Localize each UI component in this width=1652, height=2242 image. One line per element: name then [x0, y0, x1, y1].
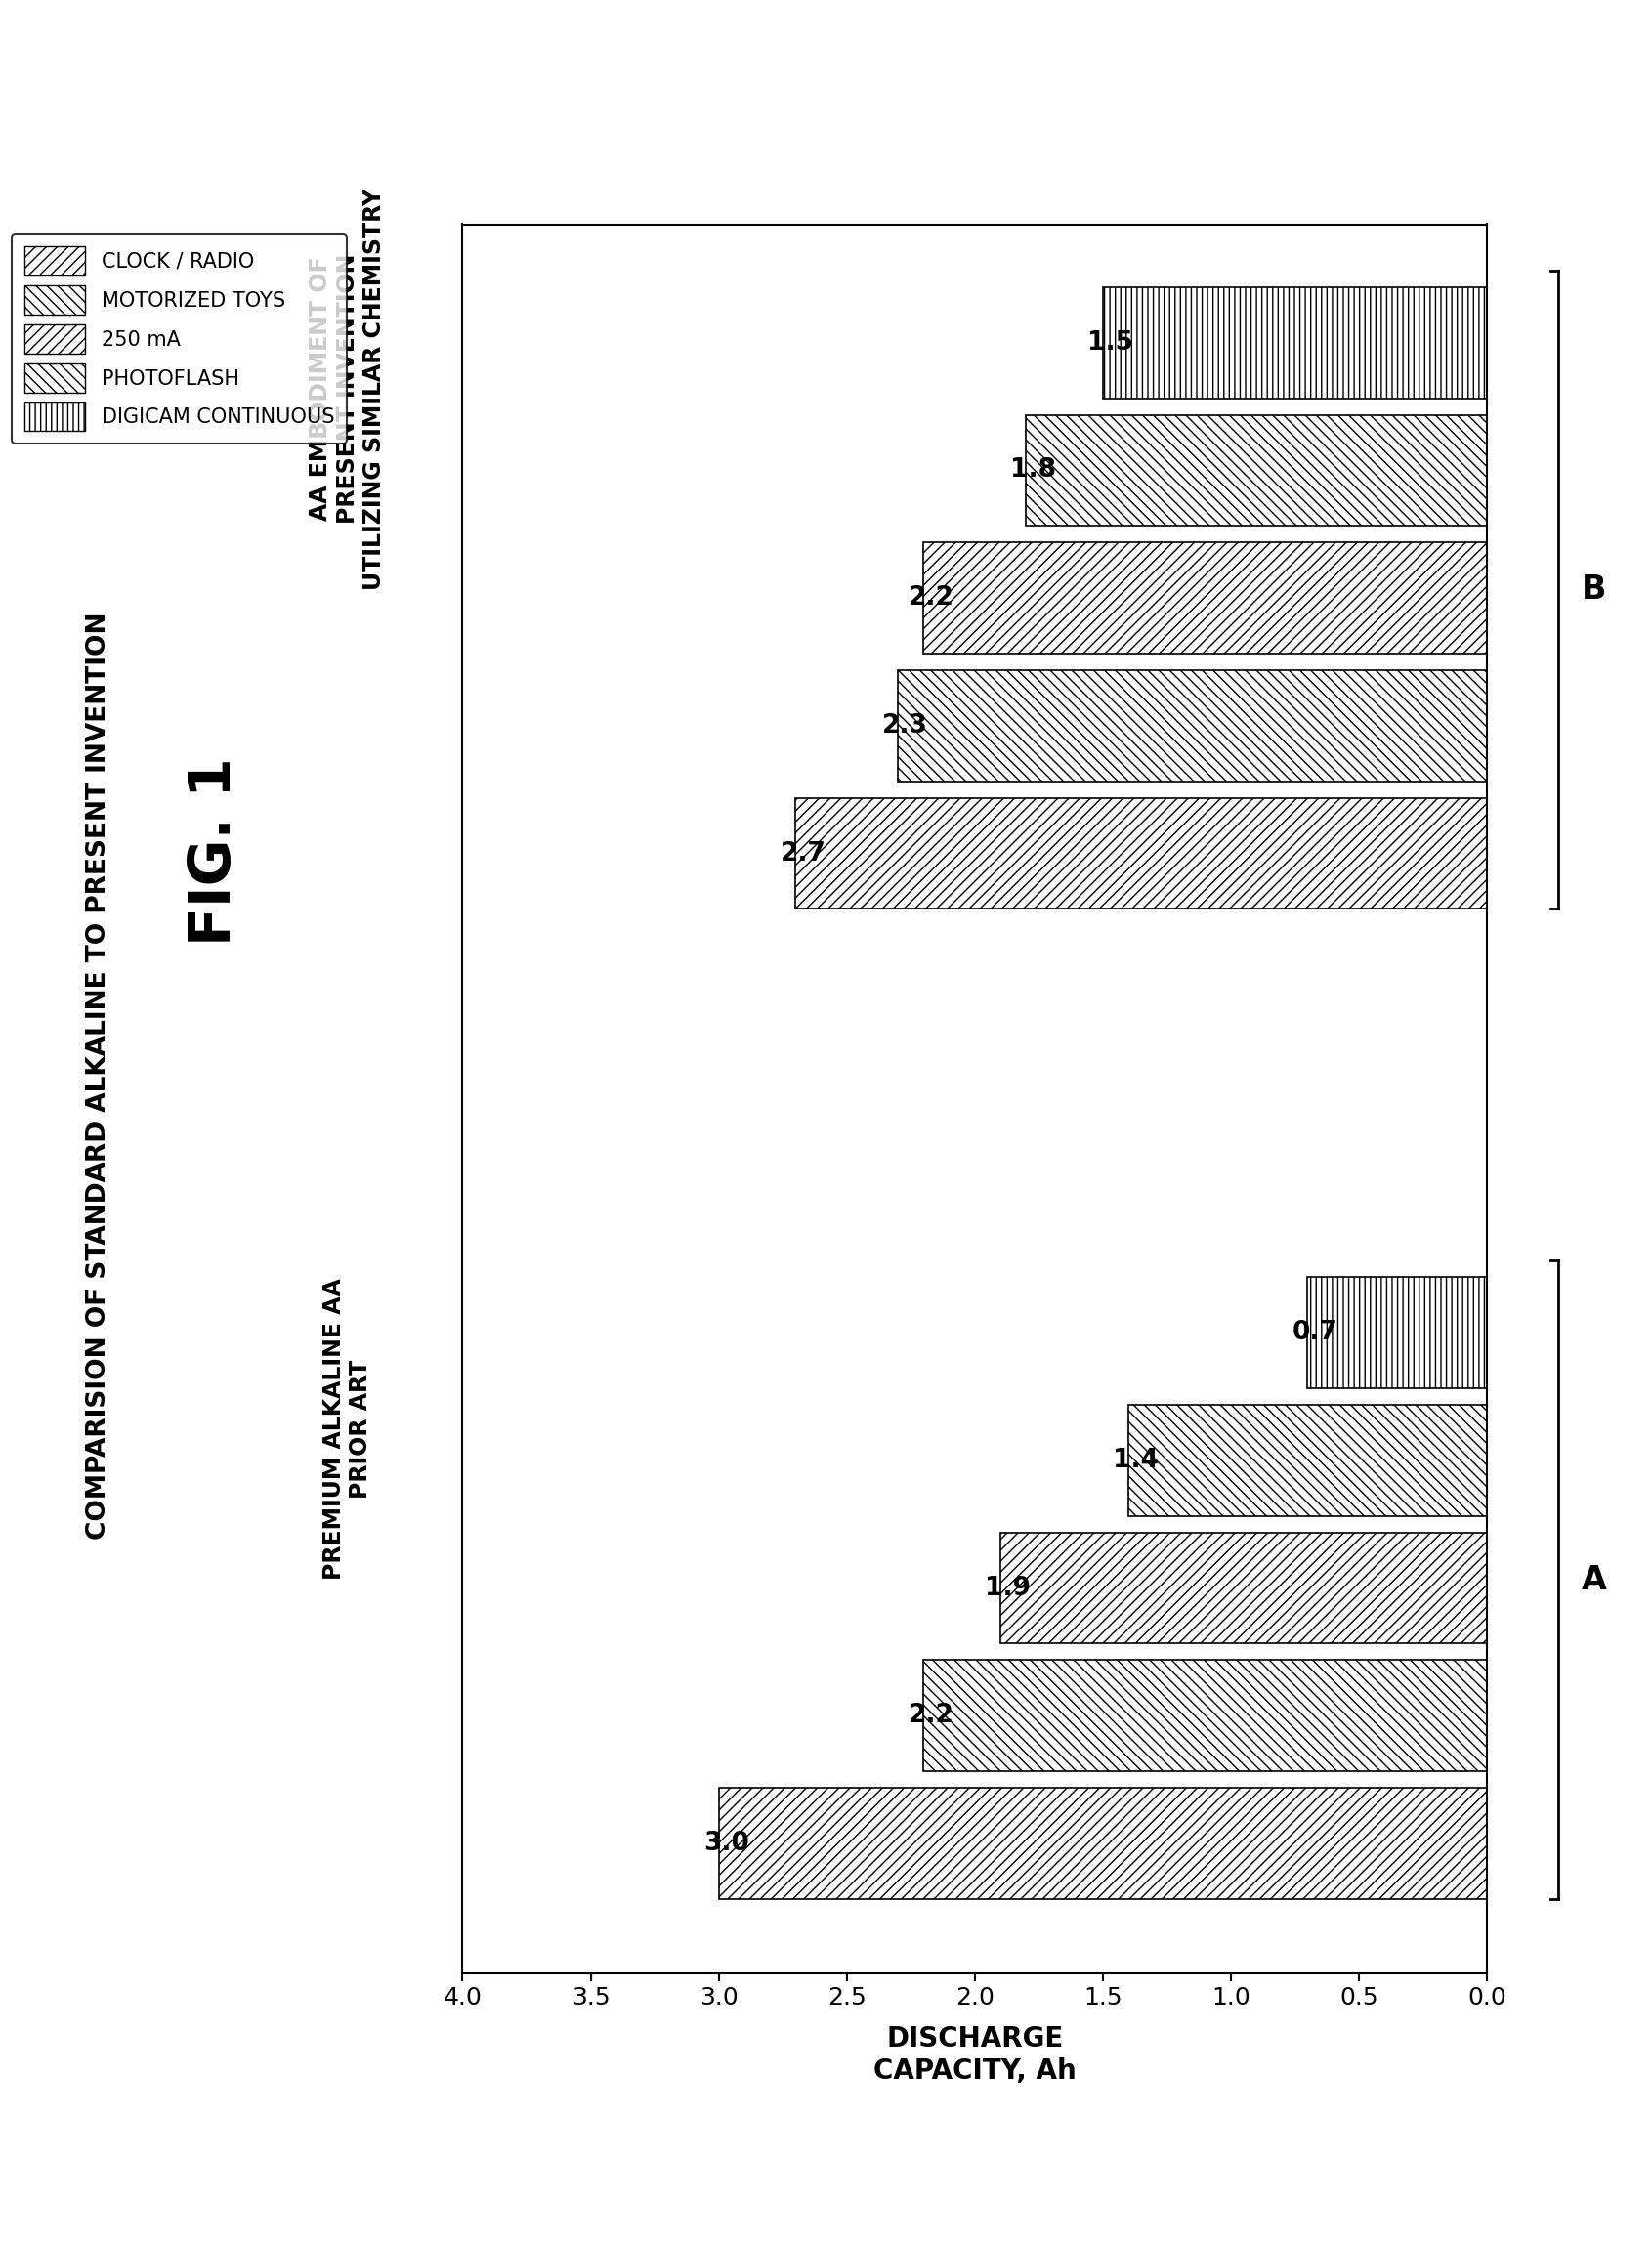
- Text: 1.5: 1.5: [1087, 330, 1133, 354]
- Text: 2.2: 2.2: [909, 585, 953, 610]
- Text: 1.4: 1.4: [1113, 1448, 1158, 1473]
- Text: PREMIUM ALKALINE AA
PRIOR ART: PREMIUM ALKALINE AA PRIOR ART: [322, 1278, 373, 1581]
- Bar: [923, 543, 1487, 652]
- Bar: [1128, 1406, 1487, 1516]
- Bar: [923, 1661, 1487, 1771]
- Bar: [1001, 1534, 1487, 1643]
- Text: 2.2: 2.2: [909, 1704, 953, 1729]
- Bar: [1104, 287, 1487, 399]
- Text: A: A: [1581, 1563, 1607, 1596]
- Text: 1.8: 1.8: [1011, 457, 1056, 482]
- Text: COMPARISION OF STANDARD ALKALINE TO PRESENT INVENTION: COMPARISION OF STANDARD ALKALINE TO PRES…: [86, 612, 112, 1540]
- Bar: [899, 670, 1487, 780]
- Legend: CLOCK / RADIO, MOTORIZED TOYS, 250 mA, PHOTOFLASH, DIGICAM CONTINUOUS: CLOCK / RADIO, MOTORIZED TOYS, 250 mA, P…: [12, 235, 347, 444]
- Text: 1.9: 1.9: [985, 1576, 1031, 1601]
- Text: AA EMBODIMENT OF
PRESENT INVENTION
UTILIZING SIMILAR CHEMISTRY: AA EMBODIMENT OF PRESENT INVENTION UTILI…: [309, 188, 387, 590]
- Text: 2.3: 2.3: [882, 713, 928, 738]
- Text: 3.0: 3.0: [704, 1832, 748, 1856]
- Bar: [1026, 415, 1487, 527]
- Bar: [1308, 1278, 1487, 1388]
- Bar: [796, 798, 1487, 908]
- Bar: [719, 1787, 1487, 1899]
- X-axis label: DISCHARGE
CAPACITY, Ah: DISCHARGE CAPACITY, Ah: [874, 2025, 1075, 2085]
- Text: 2.7: 2.7: [780, 841, 826, 865]
- Text: 0.7: 0.7: [1292, 1321, 1338, 1345]
- Text: B: B: [1583, 574, 1607, 605]
- Text: FIG. 1: FIG. 1: [187, 758, 243, 946]
